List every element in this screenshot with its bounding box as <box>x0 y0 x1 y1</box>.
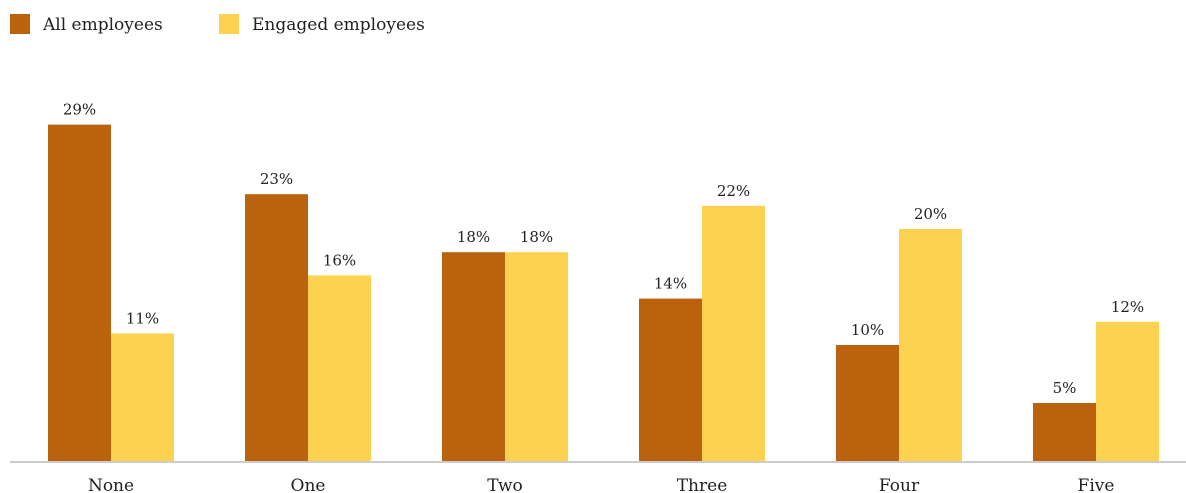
data-label-engaged-employees-four: 20% <box>914 205 947 223</box>
legend-swatch-all-employees <box>10 14 30 34</box>
bars <box>48 124 1159 461</box>
bar-all-employees-three <box>639 298 702 461</box>
x-tick-labels: None One Two Three Four Five <box>88 476 1115 493</box>
x-tick-five: Five <box>1078 476 1115 493</box>
bar-engaged-employees-two <box>505 252 568 461</box>
bar-all-employees-none <box>48 124 111 461</box>
bar-engaged-employees-three <box>702 205 765 461</box>
data-label-all-employees-two: 18% <box>457 228 490 246</box>
data-labels: 29% 11% 23% 16% 18% 18% 14% 22% 10% 20% 5% 12% <box>63 101 1144 397</box>
bar-all-employees-one <box>245 194 308 461</box>
legend: All employees Engaged employees <box>10 14 425 35</box>
data-label-engaged-employees-none: 11% <box>126 309 159 327</box>
bar-engaged-employees-none <box>111 333 174 461</box>
data-label-all-employees-four: 10% <box>851 321 884 339</box>
legend-label-all-employees: All employees <box>42 15 163 35</box>
legend-label-engaged-employees: Engaged employees <box>252 15 425 35</box>
x-tick-four: Four <box>879 476 920 493</box>
x-tick-one: One <box>291 476 326 493</box>
data-label-engaged-employees-five: 12% <box>1111 298 1144 316</box>
data-label-all-employees-three: 14% <box>654 275 687 293</box>
x-tick-two: Two <box>487 476 523 493</box>
legend-swatch-engaged-employees <box>219 14 239 34</box>
bar-engaged-employees-five <box>1096 321 1159 461</box>
data-label-all-employees-none: 29% <box>63 101 96 119</box>
data-label-all-employees-five: 5% <box>1053 379 1077 397</box>
bar-engaged-employees-one <box>308 275 371 461</box>
bar-engaged-employees-four <box>899 229 962 461</box>
data-label-engaged-employees-two: 18% <box>520 228 553 246</box>
bar-all-employees-four <box>836 345 899 461</box>
data-label-engaged-employees-one: 16% <box>323 251 356 269</box>
data-label-engaged-employees-three: 22% <box>717 182 750 200</box>
x-tick-none: None <box>88 476 134 493</box>
bar-all-employees-five <box>1033 403 1096 461</box>
data-label-all-employees-one: 23% <box>260 170 293 188</box>
x-tick-three: Three <box>677 476 728 493</box>
bar-all-employees-two <box>442 252 505 461</box>
